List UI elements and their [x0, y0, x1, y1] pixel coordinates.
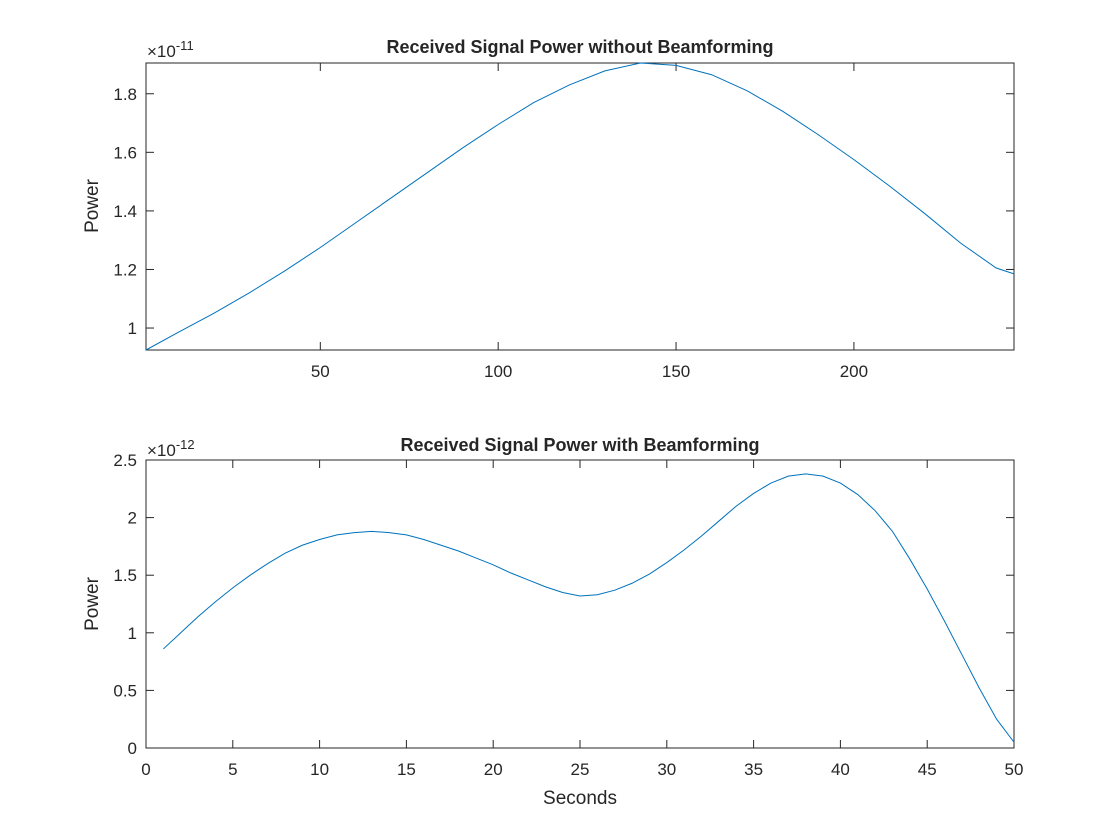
y-exponent-base-top: ×10	[147, 42, 176, 61]
series-line	[163, 473, 1015, 743]
x-tick-label: 150	[662, 362, 690, 381]
x-tick-label: 200	[840, 362, 868, 381]
y-tick-label: 1	[128, 624, 137, 643]
plot-area-bottom	[145, 459, 1015, 749]
x-tick-label: 20	[484, 760, 503, 779]
x-tick-label: 30	[657, 760, 676, 779]
y-ticks-bottom: 0 0.5 1 1.5 2 2.5	[113, 451, 1014, 758]
y-exponent-base-bottom: ×10	[147, 441, 176, 460]
y-exponent-power-top: -11	[176, 38, 194, 53]
plot-area-top	[145, 62, 1015, 351]
series-line	[145, 62, 1015, 351]
x-tick-label: 50	[1005, 760, 1024, 779]
series-lines-top	[145, 62, 1015, 351]
y-tick-label: 1.8	[113, 85, 137, 104]
series-lines-bottom	[163, 473, 1015, 743]
y-tick-label: 1.5	[113, 566, 137, 585]
x-tick-label: 100	[484, 362, 512, 381]
x-ticks-top: 50 100 150 200	[311, 63, 868, 381]
y-exponent-bottom: ×10-12	[147, 437, 195, 460]
x-tick-label: 35	[744, 760, 763, 779]
x-tick-label: 10	[310, 760, 329, 779]
y-tick-label: 1.6	[113, 143, 137, 162]
x-ticks-bottom: 0 5 10 15 20 25 30 35 40 45 50	[141, 460, 1023, 779]
y-axis-label-top: Power	[82, 178, 103, 233]
y-ticks-top: 1 1.2 1.4 1.6 1.8	[113, 85, 1014, 338]
y-tick-label: 1.2	[113, 260, 137, 279]
y-tick-label: 1.4	[113, 202, 137, 221]
y-tick-label: 1	[128, 319, 137, 338]
chart-title-bottom: Received Signal Power with Beamforming	[400, 435, 759, 455]
y-tick-label: 2.5	[113, 451, 137, 470]
x-tick-label: 5	[228, 760, 237, 779]
y-tick-label: 0	[128, 739, 137, 758]
x-axis-label-bottom: Seconds	[543, 788, 617, 809]
x-tick-label: 45	[918, 760, 937, 779]
y-exponent-power-bottom: -12	[176, 437, 195, 452]
chart-title-top: Received Signal Power without Beamformin…	[386, 37, 773, 57]
subplot-top: Received Signal Power without Beamformin…	[82, 37, 1015, 381]
y-tick-label: 0.5	[113, 681, 137, 700]
y-tick-label: 2	[128, 509, 137, 528]
subplot-bottom: Received Signal Power with Beamforming P…	[82, 435, 1023, 809]
x-tick-label: 40	[831, 760, 850, 779]
x-tick-label: 25	[571, 760, 590, 779]
y-axis-label-bottom: Power	[82, 576, 103, 631]
x-tick-label: 15	[397, 760, 416, 779]
y-exponent-top: ×10-11	[147, 38, 194, 61]
x-tick-label: 0	[141, 760, 150, 779]
x-tick-label: 50	[311, 362, 330, 381]
